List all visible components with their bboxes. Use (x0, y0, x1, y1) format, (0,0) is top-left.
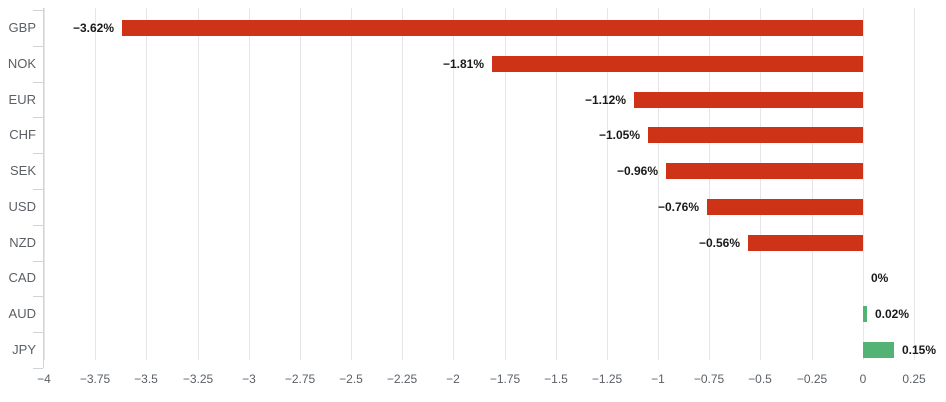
x-axis-tick-label: 0.25 (902, 372, 926, 386)
category-label-usd: USD (8, 199, 36, 214)
bar-gbp[interactable] (122, 20, 863, 36)
gridline (44, 8, 45, 360)
value-label-aud: 0.02% (875, 307, 910, 321)
category-axis-tick (33, 332, 43, 333)
gridline (146, 8, 147, 360)
x-axis-tick-label: −3 (242, 372, 256, 386)
gridline (760, 8, 761, 360)
gridline (351, 8, 352, 360)
gridline (556, 8, 557, 360)
category-label-cad: CAD (8, 270, 36, 285)
category-label-eur: EUR (8, 92, 36, 107)
value-label-sek: −0.96% (616, 164, 658, 178)
gridline (453, 8, 454, 360)
x-axis-tick-label: −2 (446, 372, 460, 386)
x-axis-tick-label: −0.25 (796, 372, 828, 386)
value-label-nzd: −0.56% (698, 236, 740, 250)
x-axis-tick-label: −4 (37, 372, 51, 386)
category-label-nok: NOK (7, 56, 36, 71)
category-label-gbp: GBP (8, 20, 36, 35)
x-axis-tick-label: −2.75 (284, 372, 316, 386)
x-axis-tick-label: −3.25 (182, 372, 214, 386)
category-label-nzd: NZD (9, 235, 36, 250)
gridline (709, 8, 710, 360)
gridline (914, 8, 915, 360)
value-label-gbp: −3.62% (72, 21, 114, 35)
bar-nok[interactable] (492, 56, 863, 72)
gridline (249, 8, 250, 360)
x-axis-tick-label: −0.5 (748, 372, 772, 386)
category-axis-tick (33, 82, 43, 83)
gridline (95, 8, 96, 360)
category-axis-tick (33, 225, 43, 226)
gridline (812, 8, 813, 360)
x-axis-tick-label: 0 (859, 372, 867, 386)
x-axis-tick-label: −1.75 (489, 372, 521, 386)
value-label-jpy: 0.15% (902, 343, 937, 357)
category-label-chf: CHF (9, 127, 36, 142)
value-label-chf: −1.05% (598, 128, 640, 142)
x-axis-tick-label: −3.75 (79, 372, 111, 386)
gridline (505, 8, 506, 360)
category-axis-tick (33, 296, 43, 297)
bar-chf[interactable] (648, 127, 863, 143)
category-axis-line (43, 8, 44, 368)
bar-usd[interactable] (707, 199, 863, 215)
gridline (607, 8, 608, 360)
x-axis-tick-label: −1.5 (544, 372, 568, 386)
category-axis-tick (33, 368, 43, 369)
value-label-nok: −1.81% (442, 57, 484, 71)
category-axis-tick (33, 10, 43, 11)
category-label-jpy: JPY (12, 342, 36, 357)
category-axis-tick (33, 153, 43, 154)
bar-eur[interactable] (634, 92, 863, 108)
bar-nzd[interactable] (748, 235, 863, 251)
gridline (300, 8, 301, 360)
category-axis-tick (33, 189, 43, 190)
x-axis-tick-label: −1.25 (591, 372, 623, 386)
bar-sek[interactable] (666, 163, 863, 179)
gridline (402, 8, 403, 360)
x-axis-tick-label: −1 (651, 372, 665, 386)
value-label-cad: 0% (871, 271, 889, 285)
bar-aud[interactable] (863, 306, 867, 322)
gridline (658, 8, 659, 360)
gridline (863, 8, 864, 360)
x-axis-tick-label: −0.75 (693, 372, 725, 386)
x-axis-tick-label: −2.25 (386, 372, 418, 386)
gridline (198, 8, 199, 360)
x-axis-tick-label: −3.5 (134, 372, 158, 386)
value-label-usd: −0.76% (657, 200, 699, 214)
x-axis-tick-label: −2.5 (339, 372, 363, 386)
category-axis-tick (33, 261, 43, 262)
category-axis-tick (33, 46, 43, 47)
category-label-sek: SEK (9, 163, 36, 178)
value-label-eur: −1.12% (584, 93, 626, 107)
category-axis-tick (33, 117, 43, 118)
category-label-aud: AUD (8, 306, 36, 321)
bar-jpy[interactable] (863, 342, 894, 358)
